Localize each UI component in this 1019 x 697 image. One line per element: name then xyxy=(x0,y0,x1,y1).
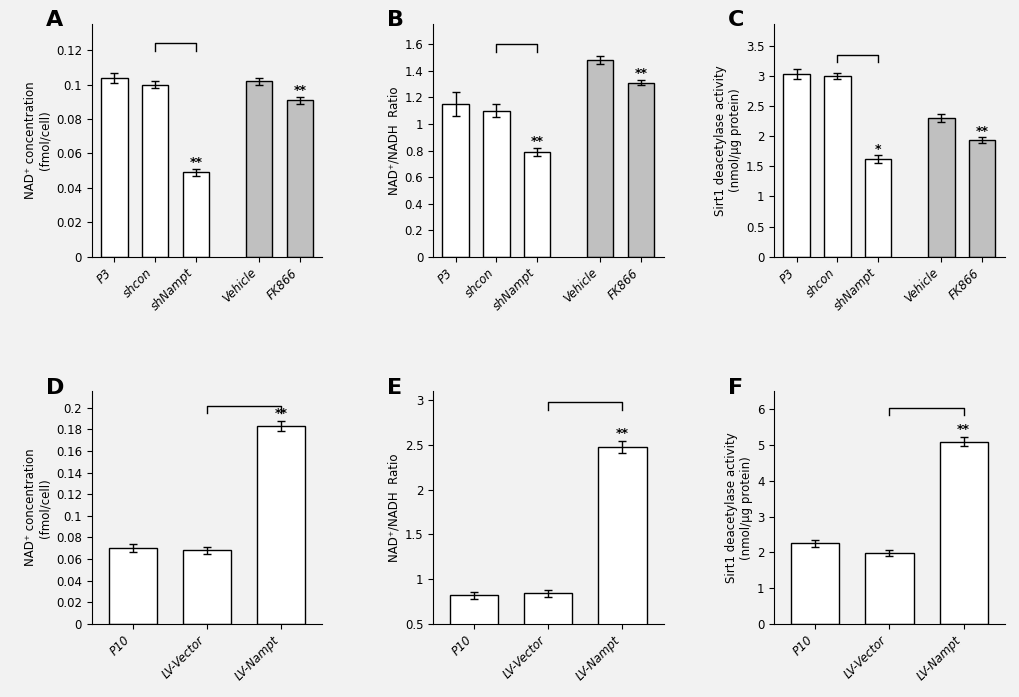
Text: E: E xyxy=(386,378,401,397)
Y-axis label: NAD⁺ concentration
(fmol/cell): NAD⁺ concentration (fmol/cell) xyxy=(23,82,52,199)
Text: C: C xyxy=(728,10,744,31)
Text: **: ** xyxy=(975,125,987,138)
Bar xyxy=(442,104,469,256)
Bar xyxy=(927,118,954,256)
Text: **: ** xyxy=(190,156,202,169)
Bar xyxy=(182,551,231,624)
Bar xyxy=(524,593,572,668)
Text: **: ** xyxy=(956,423,969,436)
Bar xyxy=(864,553,913,624)
Bar xyxy=(286,100,313,256)
Bar xyxy=(627,83,653,256)
Y-axis label: NAD⁺ concentration
(fmol/cell): NAD⁺ concentration (fmol/cell) xyxy=(23,449,52,567)
Bar xyxy=(586,60,612,256)
Bar xyxy=(864,159,891,256)
Text: A: A xyxy=(46,10,63,31)
Text: **: ** xyxy=(274,406,287,420)
Text: *: * xyxy=(874,143,880,156)
Text: **: ** xyxy=(634,67,647,80)
Y-axis label: NAD⁺/NADH  Ratio: NAD⁺/NADH Ratio xyxy=(387,453,400,562)
Bar xyxy=(823,76,850,256)
Bar xyxy=(483,111,510,256)
Bar xyxy=(101,78,127,256)
Text: B: B xyxy=(386,10,404,31)
Text: **: ** xyxy=(615,427,629,440)
Bar xyxy=(182,172,209,256)
Text: **: ** xyxy=(293,84,306,97)
Text: D: D xyxy=(46,378,64,397)
Bar xyxy=(449,595,497,668)
Bar xyxy=(142,84,168,256)
Y-axis label: Sirt1 deacetylase activity
(nmol/µg protein): Sirt1 deacetylase activity (nmol/µg prot… xyxy=(725,432,752,583)
Bar xyxy=(257,426,305,624)
Y-axis label: NAD⁺/NADH  Ratio: NAD⁺/NADH Ratio xyxy=(387,86,399,195)
Text: F: F xyxy=(728,378,743,397)
Bar xyxy=(783,74,809,256)
Bar xyxy=(598,447,646,668)
Text: **: ** xyxy=(530,135,543,148)
Bar xyxy=(791,544,839,624)
Bar xyxy=(938,441,986,624)
Bar xyxy=(524,152,549,256)
Bar xyxy=(246,81,272,256)
Y-axis label: Sirt1 deacetylase activity
(nmol/µg protein): Sirt1 deacetylase activity (nmol/µg prot… xyxy=(713,66,741,216)
Bar xyxy=(968,140,995,256)
Bar xyxy=(109,548,157,624)
